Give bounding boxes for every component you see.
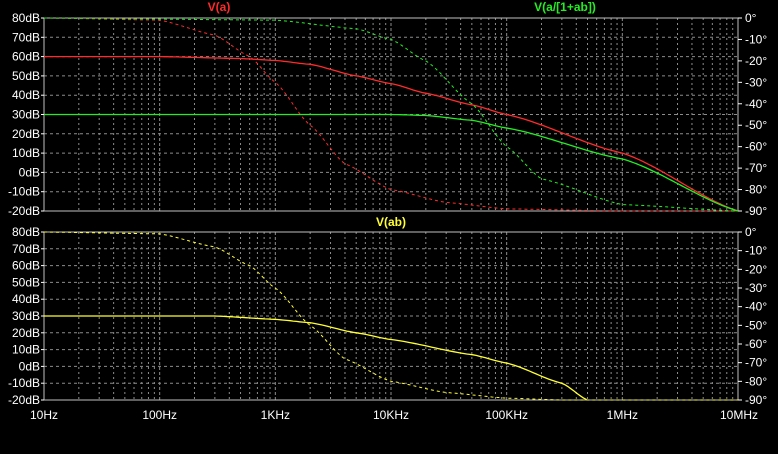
series-label: V(ab) bbox=[376, 215, 406, 229]
series-V(ab): V(ab) bbox=[44, 215, 738, 401]
y-tick-label-left: -10dB bbox=[8, 185, 40, 199]
y-tick-label-left: 50dB bbox=[12, 69, 40, 83]
y-tick-label-right: 0° bbox=[745, 225, 757, 239]
y-tick-label-right: -50° bbox=[745, 118, 767, 132]
y-tick-label-left: 70dB bbox=[12, 242, 40, 256]
x-tick-label: 10MHz bbox=[720, 408, 758, 422]
y-tick-label-right: -20° bbox=[745, 262, 767, 276]
series-V(a): V(a) bbox=[44, 0, 739, 212]
y-tick-label-right: -70° bbox=[745, 356, 767, 370]
series-phase-line bbox=[44, 17, 738, 212]
y-tick-label-right: -10° bbox=[745, 32, 767, 46]
y-tick-label-right: -30° bbox=[745, 281, 767, 295]
x-tick-label: 1KHz bbox=[261, 408, 290, 422]
y-tick-label-left: 30dB bbox=[12, 108, 40, 122]
y-tick-label-left: 60dB bbox=[12, 259, 40, 273]
x-tick-label: 10KHz bbox=[373, 408, 409, 422]
y-tick-label-left: 40dB bbox=[12, 292, 40, 306]
y-tick-label-right: -40° bbox=[745, 300, 767, 314]
chart-panel-2: 80dB 70dB 60dB 50dB 40dB 30dB 20dB 10dB 0dB -10dB… bbox=[8, 215, 767, 407]
y-tick-label-left: 20dB bbox=[12, 326, 40, 340]
x-tick-label: 1MHz bbox=[607, 408, 638, 422]
y-tick-label-left: -20dB bbox=[8, 204, 40, 218]
y-tick-label-right: -10° bbox=[745, 244, 767, 258]
y-tick-label-right: -60° bbox=[745, 337, 767, 351]
y-tick-label-right: -90° bbox=[745, 393, 767, 407]
y-tick-label-right: -80° bbox=[745, 183, 767, 197]
y-tick-label-right: -80° bbox=[745, 374, 767, 388]
x-tick-label: 100KHz bbox=[485, 408, 528, 422]
x-tick-label: 10Hz bbox=[30, 408, 58, 422]
series-magnitude-line bbox=[44, 315, 587, 401]
y-tick-label-left: 30dB bbox=[12, 309, 40, 323]
y-tick-label-left: -10dB bbox=[8, 376, 40, 390]
y-tick-label-right: -50° bbox=[745, 318, 767, 332]
y-tick-label-left: 40dB bbox=[12, 88, 40, 102]
y-tick-label-left: 80dB bbox=[12, 11, 40, 25]
series-V(a/[1+ab]): V(a/[1+ab]) bbox=[44, 0, 739, 212]
y-tick-label-right: -90° bbox=[745, 204, 767, 218]
chart-panel-1: 80dB 70dB 60dB 50dB 40dB 30dB 20dB 10dB 0dB -10dB… bbox=[8, 0, 767, 218]
y-tick-label-left: 20dB bbox=[12, 127, 40, 141]
y-tick-label-left: 0dB bbox=[19, 359, 40, 373]
series-magnitude-line bbox=[44, 113, 739, 212]
y-tick-label-left: 80dB bbox=[12, 225, 40, 239]
y-tick-label-right: -60° bbox=[745, 140, 767, 154]
series-label: V(a/[1+ab]) bbox=[534, 0, 596, 14]
y-tick-label-right: -70° bbox=[745, 161, 767, 175]
x-tick-label: 100Hz bbox=[142, 408, 177, 422]
y-tick-label-left: 10dB bbox=[12, 343, 40, 357]
series-magnitude-line bbox=[44, 55, 739, 212]
series-phase-line bbox=[44, 231, 738, 401]
series-phase-line bbox=[44, 17, 739, 212]
y-tick-label-left: -20dB bbox=[8, 393, 40, 407]
y-tick-label-left: 0dB bbox=[19, 165, 40, 179]
series-label: V(a) bbox=[208, 0, 231, 14]
y-tick-label-right: 0° bbox=[745, 11, 757, 25]
y-tick-label-left: 50dB bbox=[12, 275, 40, 289]
y-tick-label-right: -30° bbox=[745, 75, 767, 89]
y-tick-label-left: 10dB bbox=[12, 146, 40, 160]
y-tick-label-right: -40° bbox=[745, 97, 767, 111]
y-tick-label-left: 70dB bbox=[12, 30, 40, 44]
y-tick-label-right: -20° bbox=[745, 54, 767, 68]
y-tick-label-left: 60dB bbox=[12, 50, 40, 64]
